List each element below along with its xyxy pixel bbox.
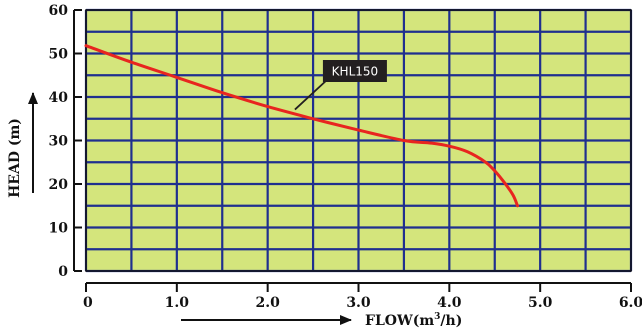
x-tick-label: 1.0 xyxy=(165,295,190,311)
callout-group: KHL150 xyxy=(294,60,387,111)
y-tick-label: 60 xyxy=(49,3,69,19)
plot-frame xyxy=(85,9,632,272)
x-tick-label: 6.0 xyxy=(619,295,642,311)
callout-label: KHL150 xyxy=(332,65,378,79)
y-tick-label: 50 xyxy=(49,47,69,63)
series-line-khl150 xyxy=(84,44,519,208)
y-tick-label: 40 xyxy=(49,90,69,106)
x-tick-label: 3.0 xyxy=(346,295,371,311)
x-tick-label: 4.0 xyxy=(437,295,462,311)
y-tick-label: 0 xyxy=(58,264,68,280)
callout-box xyxy=(322,60,387,82)
y-tick-label: 30 xyxy=(49,134,69,150)
y-axis-title: HEAD (m) xyxy=(7,118,23,198)
y-tick-label: 10 xyxy=(49,221,69,237)
x-tick-group: 0 1.0 2.0 3.0 4.0 5.0 6.0 xyxy=(83,283,642,311)
series-group xyxy=(84,44,519,208)
y-tick-label: 20 xyxy=(49,177,69,193)
y-tick-group: 0 10 20 30 40 50 60 xyxy=(49,3,82,280)
x-tick-label: 0 xyxy=(83,295,93,311)
x-tick-label: 2.0 xyxy=(255,295,280,311)
x-tick-label: 5.0 xyxy=(528,295,553,311)
x-axis-title: FLOW(m3/h) xyxy=(365,312,462,329)
